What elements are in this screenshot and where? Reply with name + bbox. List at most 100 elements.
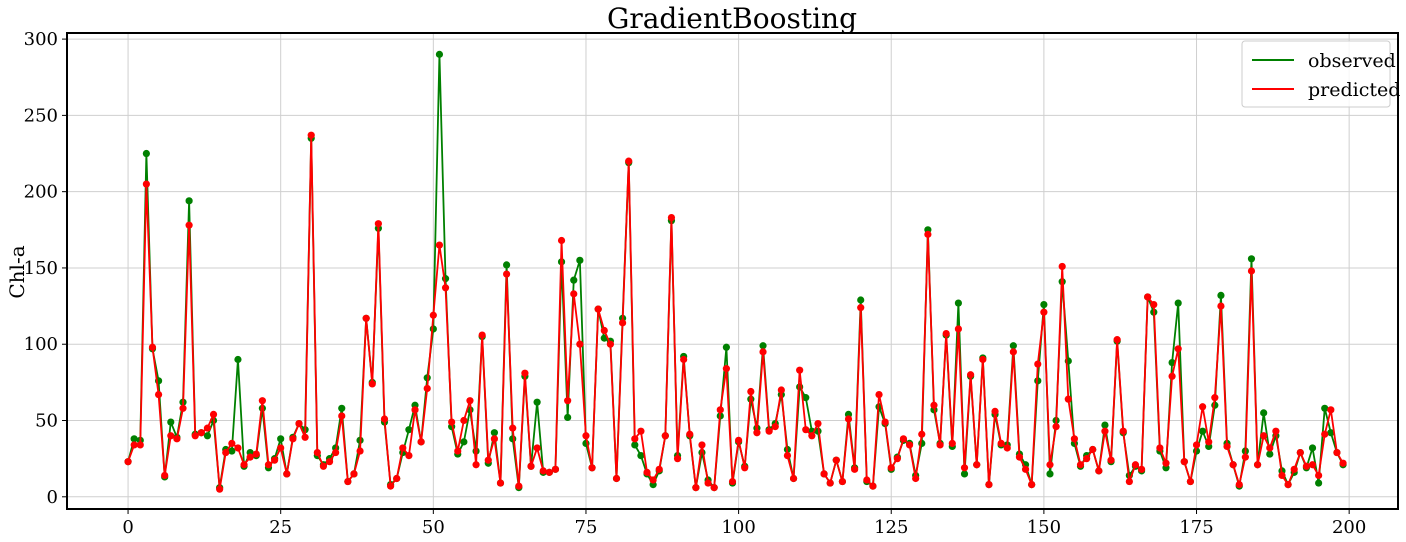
legend-label-observed: observed bbox=[1308, 50, 1396, 72]
data-point-predicted bbox=[490, 435, 498, 443]
data-point-observed bbox=[954, 299, 963, 307]
data-point-predicted bbox=[796, 366, 804, 374]
data-point-predicted bbox=[1302, 462, 1311, 470]
data-point-predicted bbox=[142, 180, 150, 188]
data-point-predicted bbox=[533, 444, 541, 452]
data-point-predicted bbox=[912, 474, 920, 483]
data-point-predicted bbox=[319, 462, 328, 470]
data-point-predicted bbox=[704, 479, 712, 487]
data-point-predicted bbox=[869, 482, 877, 490]
data-point-observed bbox=[564, 413, 572, 422]
data-point-predicted bbox=[203, 424, 212, 432]
data-point-observed bbox=[1101, 421, 1109, 429]
data-point-predicted bbox=[478, 331, 486, 339]
data-point-predicted bbox=[441, 284, 450, 292]
data-point-predicted bbox=[789, 474, 798, 483]
data-point-predicted bbox=[1235, 480, 1243, 489]
data-point-observed bbox=[1321, 404, 1329, 412]
data-point-predicted bbox=[1070, 435, 1079, 443]
x-tick-label: 175 bbox=[1179, 517, 1213, 538]
data-point-predicted bbox=[551, 465, 560, 473]
data-point-predicted bbox=[1052, 423, 1060, 431]
data-point-predicted bbox=[1217, 302, 1225, 310]
data-point-observed bbox=[631, 441, 639, 449]
data-point-observed bbox=[918, 439, 926, 447]
x-tick-label: 25 bbox=[269, 517, 292, 538]
data-point-observed bbox=[405, 426, 413, 434]
data-point-predicted bbox=[1113, 336, 1121, 344]
data-point-observed bbox=[234, 355, 242, 364]
data-point-predicted bbox=[722, 365, 730, 373]
data-point-observed bbox=[1046, 470, 1054, 478]
data-point-predicted bbox=[808, 432, 816, 440]
data-point-predicted bbox=[484, 456, 492, 464]
data-point-predicted bbox=[252, 450, 260, 458]
data-point-predicted bbox=[1003, 444, 1011, 452]
data-point-predicted bbox=[814, 419, 822, 428]
data-point-predicted bbox=[1137, 465, 1146, 473]
data-point-observed bbox=[1308, 444, 1317, 452]
data-point-predicted bbox=[1021, 465, 1030, 473]
data-point-observed bbox=[759, 342, 767, 350]
data-point-predicted bbox=[1199, 403, 1207, 411]
data-point-predicted bbox=[1125, 477, 1133, 486]
data-point-predicted bbox=[765, 427, 773, 435]
data-point-predicted bbox=[1040, 308, 1048, 316]
data-point-predicted bbox=[1089, 445, 1097, 454]
data-point-predicted bbox=[191, 432, 199, 440]
data-point-predicted bbox=[313, 448, 321, 457]
data-point-predicted bbox=[997, 439, 1005, 447]
data-point-predicted bbox=[728, 477, 737, 486]
data-point-predicted bbox=[887, 464, 895, 472]
data-point-predicted bbox=[905, 441, 914, 449]
data-point-predicted bbox=[295, 419, 303, 428]
legend: observed predicted bbox=[1241, 40, 1400, 108]
data-point-predicted bbox=[826, 479, 834, 487]
data-point-predicted bbox=[1144, 293, 1152, 301]
data-point-predicted bbox=[417, 438, 425, 446]
data-point-predicted bbox=[753, 429, 761, 437]
data-point-predicted bbox=[643, 468, 651, 476]
legend-label-predicted: predicted bbox=[1308, 79, 1400, 101]
data-point-predicted bbox=[338, 412, 346, 420]
y-axis-ticks: 0 50 100 150 200 250 300 bbox=[24, 29, 67, 508]
data-point-predicted bbox=[1327, 406, 1335, 414]
data-point-predicted bbox=[655, 465, 663, 473]
data-point-observed bbox=[435, 50, 444, 58]
data-point-observed bbox=[1260, 409, 1268, 417]
y-tick-label: 100 bbox=[24, 334, 58, 355]
data-point-observed bbox=[1327, 429, 1335, 437]
data-point-predicted bbox=[1241, 453, 1249, 461]
data-point-predicted bbox=[716, 406, 724, 414]
data-point-predicted bbox=[973, 461, 981, 469]
data-point-predicted bbox=[301, 433, 309, 441]
data-point-observed bbox=[142, 149, 150, 158]
data-point-predicted bbox=[741, 464, 749, 472]
data-point-observed bbox=[1217, 291, 1225, 300]
data-point-observed bbox=[857, 296, 865, 304]
data-point-predicted bbox=[258, 397, 266, 405]
data-point-predicted bbox=[631, 435, 639, 443]
data-point-predicted bbox=[1046, 461, 1054, 469]
data-point-predicted bbox=[783, 452, 792, 460]
data-point-predicted bbox=[582, 432, 590, 440]
data-point-observed bbox=[960, 470, 969, 478]
data-point-predicted bbox=[918, 430, 926, 438]
data-point-observed bbox=[1247, 255, 1256, 263]
x-tick-label: 200 bbox=[1332, 517, 1366, 538]
data-point-predicted bbox=[124, 458, 132, 466]
data-point-predicted bbox=[698, 441, 706, 449]
data-point-predicted bbox=[246, 453, 254, 461]
data-point-predicted bbox=[423, 384, 431, 393]
data-point-observed bbox=[338, 404, 346, 412]
data-point-predicted bbox=[228, 439, 236, 447]
data-point-predicted bbox=[1192, 441, 1201, 449]
data-point-predicted bbox=[539, 467, 547, 475]
data-point-predicted bbox=[979, 355, 987, 364]
data-point-predicted bbox=[179, 404, 187, 412]
data-point-predicted bbox=[1180, 458, 1188, 466]
data-point-predicted bbox=[594, 305, 602, 313]
data-point-predicted bbox=[1131, 461, 1140, 469]
data-point-predicted bbox=[283, 470, 291, 478]
data-point-observed bbox=[185, 197, 193, 205]
